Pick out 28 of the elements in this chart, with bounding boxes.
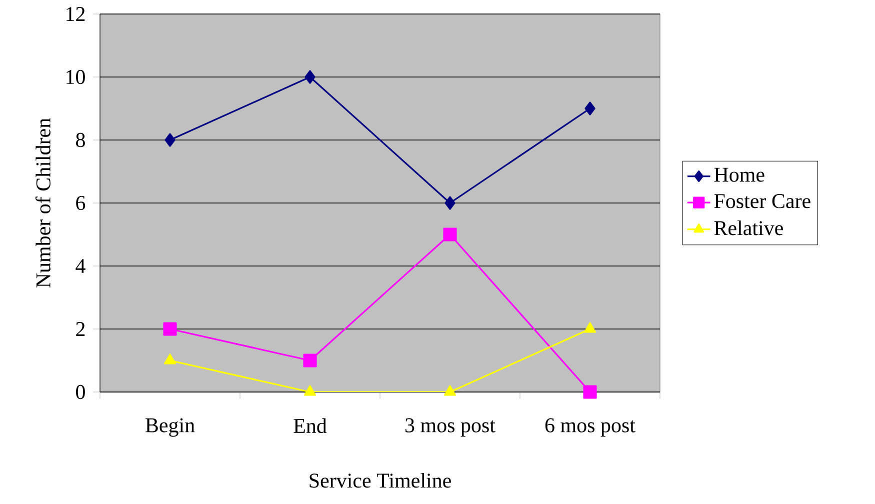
legend-label: Relative (714, 220, 783, 236)
x-tick-label: Begin (146, 418, 195, 437)
y-tick-label: 2 (76, 322, 85, 336)
y-tick-label: 8 (76, 132, 85, 148)
y-tick-label: 4 (76, 259, 86, 273)
point (304, 70, 316, 84)
legend-label: Foster Care (714, 194, 810, 208)
x-tick-label: 6 mos post (545, 418, 636, 437)
point (583, 385, 597, 399)
x-tick-label: End (294, 418, 327, 434)
legend-label: Home (714, 168, 764, 182)
point (584, 322, 596, 333)
y-tick-label: 6 (76, 196, 86, 210)
point (584, 102, 596, 116)
point (444, 385, 456, 396)
point (163, 322, 177, 336)
point (164, 354, 176, 364)
point (304, 385, 316, 396)
y-tick-label: 12 (66, 7, 85, 21)
point (303, 354, 317, 368)
point (164, 133, 176, 147)
point (443, 228, 457, 242)
x-tick-label: 3 mos post (405, 418, 496, 437)
y-tick-label: 10 (66, 70, 85, 84)
x-axis-title: Service Timeline (310, 472, 451, 488)
y-tick-label: 0 (76, 384, 85, 400)
point (444, 196, 456, 210)
y-axis-title: Number of Children (35, 118, 50, 288)
